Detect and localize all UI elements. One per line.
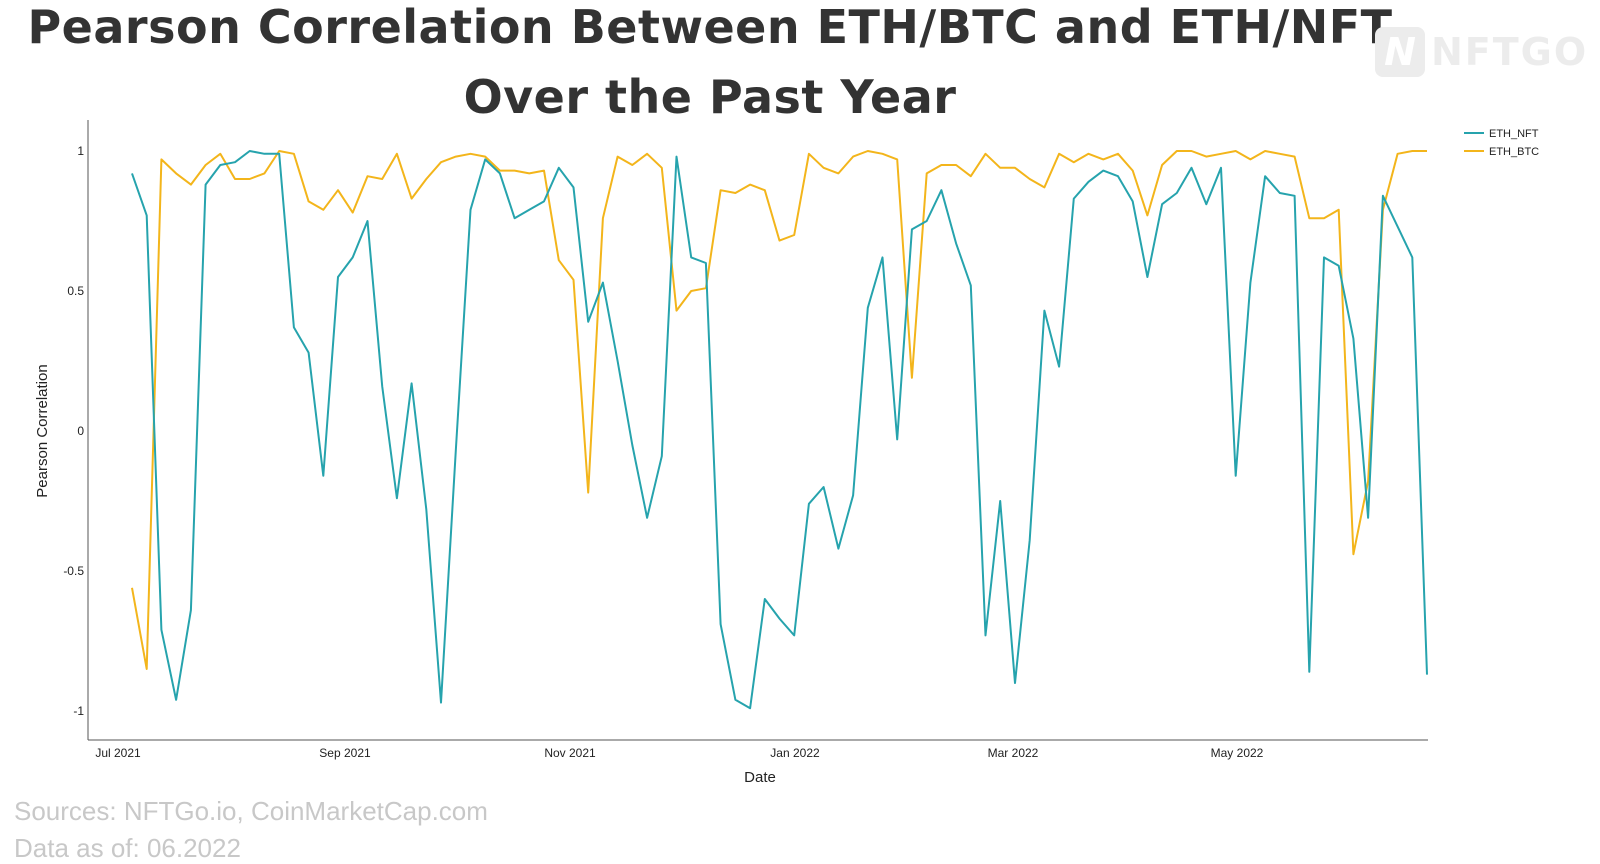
chart-series [131, 150, 1428, 710]
y-tick-label: -0.5 [63, 564, 84, 578]
chart-legend: ETH_NFT ETH_BTC [1464, 128, 1539, 158]
chart-axes: 1 0.5 0 -0.5 -1 Jul 2021 Sep 2021 Nov 2021 Jan 2… [34, 120, 1428, 786]
y-tick-label: 0.5 [67, 284, 84, 298]
chart-title-line-1: Pearson Correlation Between ETH/BTC and … [27, 0, 1393, 54]
x-tick-label: May 2022 [1211, 746, 1264, 760]
x-tick-label: Nov 2021 [544, 746, 596, 760]
y-axis-title: Pearson Correlation [34, 364, 51, 497]
x-tick-label: Sep 2021 [319, 746, 371, 760]
legend-label: ETH_BTC [1489, 146, 1539, 158]
y-tick-label: -1 [73, 704, 84, 718]
legend-label: ETH_NFT [1489, 128, 1539, 140]
correlation-line-chart: 1 0.5 0 -0.5 -1 Jul 2021 Sep 2021 Nov 2021 Jan 2… [34, 120, 1539, 786]
nftgo-logo-text: NFTGO [1431, 30, 1589, 74]
x-tick-label: Jul 2021 [95, 746, 141, 760]
source-note: Sources: NFTGo.io, CoinMarketCap.com [14, 796, 488, 826]
nftgo-logo: N NFTGO [1375, 26, 1588, 78]
x-tick-label: Jan 2022 [770, 746, 820, 760]
nftgo-logo-icon: N [1375, 27, 1425, 77]
chart-title-line-2: Over the Past Year [463, 70, 957, 124]
x-tick-label: Mar 2022 [988, 746, 1039, 760]
data-as-of-note: Data as of: 06.2022 [14, 833, 241, 863]
series-line-eth-nft [131, 150, 1428, 710]
y-tick-label: 1 [77, 144, 84, 158]
x-axis-title: Date [744, 769, 776, 786]
series-line-eth-btc [131, 150, 1427, 670]
y-tick-label: 0 [77, 424, 84, 438]
